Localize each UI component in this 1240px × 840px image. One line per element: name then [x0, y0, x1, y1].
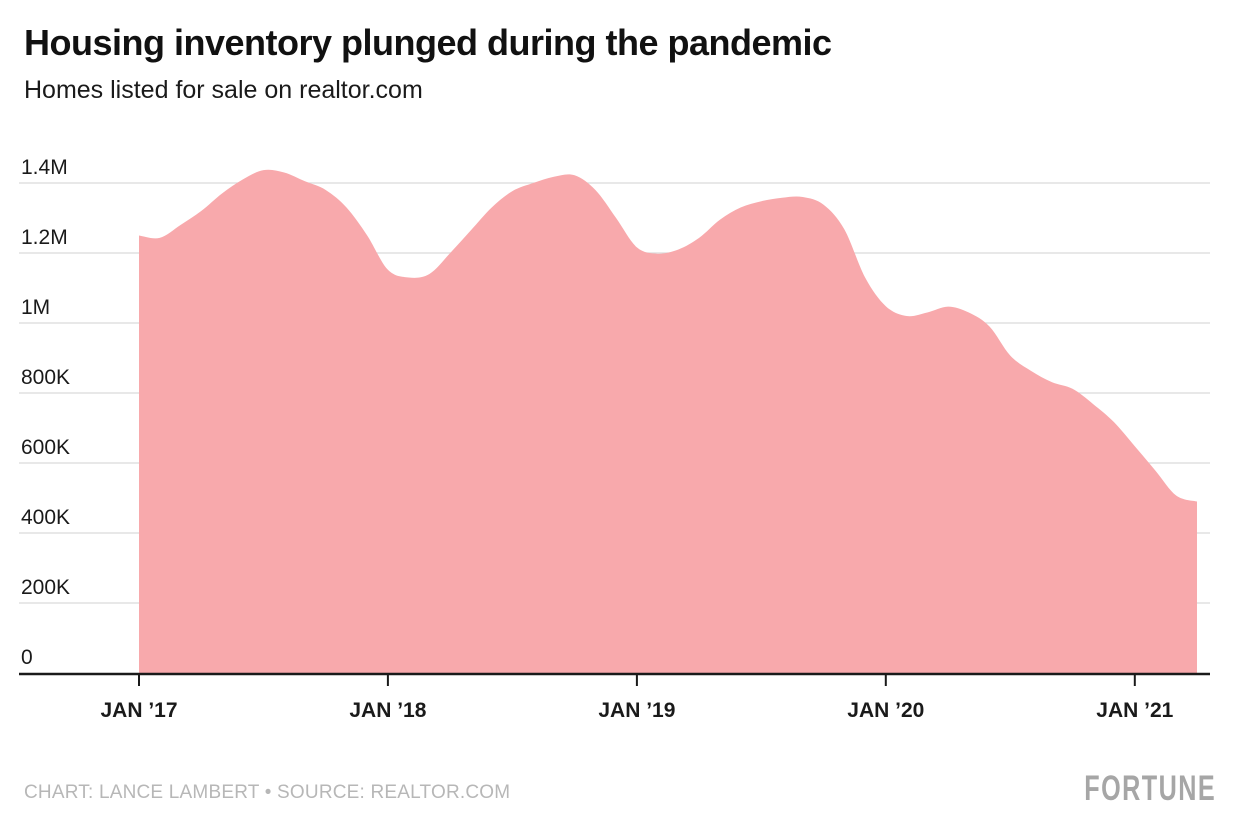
y-tick-label: 200K [21, 576, 70, 599]
y-tick-label: 0 [21, 646, 33, 669]
y-tick-label: 1.2M [21, 226, 68, 249]
fortune-logo: FORTUNE [1084, 769, 1216, 808]
y-tick-label: 400K [21, 506, 70, 529]
y-tick-label: 1M [21, 296, 50, 319]
x-tick-label: JAN ’17 [100, 699, 177, 722]
x-tick-label: JAN ’18 [349, 699, 426, 722]
y-tick-label: 800K [21, 366, 70, 389]
series-area [139, 169, 1197, 674]
chart-subtitle: Homes listed for sale on realtor.com [24, 76, 423, 104]
x-tick-label: JAN ’21 [1096, 699, 1173, 722]
x-tick-label: JAN ’20 [847, 699, 924, 722]
y-tick-label: 600K [21, 436, 70, 459]
x-tick-label: JAN ’19 [598, 699, 675, 722]
y-tick-label: 1.4M [21, 156, 68, 179]
chart-title: Housing inventory plunged during the pan… [24, 22, 832, 63]
credit-line: CHART: LANCE LAMBERT • SOURCE: REALTOR.C… [24, 782, 511, 803]
